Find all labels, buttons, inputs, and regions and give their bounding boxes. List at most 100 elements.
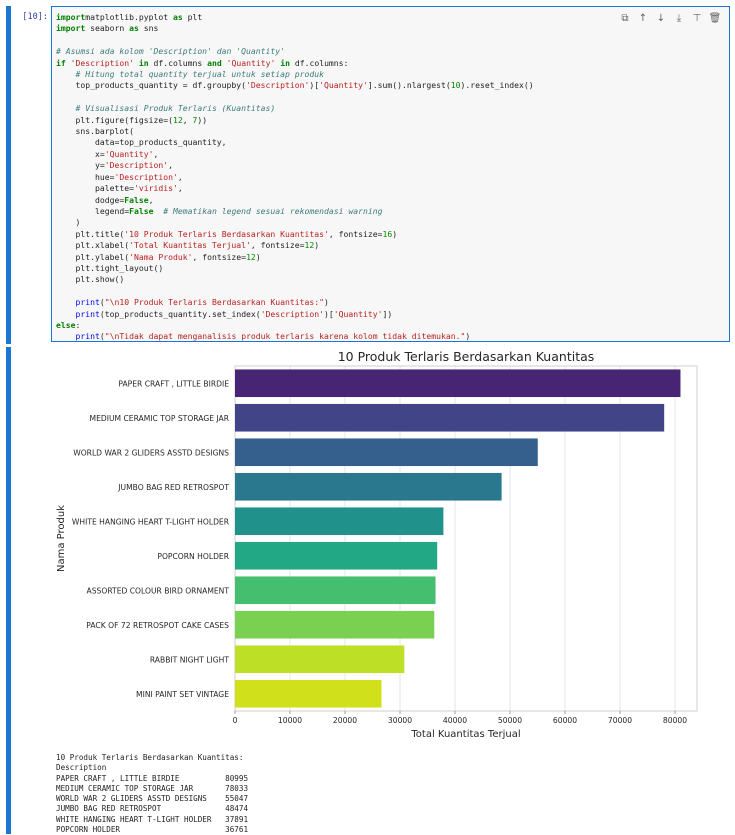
code-token: plt.figure(figsize=(	[56, 114, 173, 125]
code-token: print	[75, 308, 100, 319]
bar	[235, 610, 435, 639]
code-token: ,	[182, 114, 193, 125]
code-line: import seaborn as sns	[56, 23, 158, 33]
code-token: 12	[304, 240, 315, 251]
code-token: ,	[168, 160, 173, 171]
code-token: 'viridis'	[133, 183, 178, 194]
code-token: plt.tight_layout()	[56, 262, 164, 273]
code-line: top_products_quantity = df.groupby('Desc…	[56, 80, 533, 91]
code-line: hue='Description',	[56, 172, 183, 182]
y-tick-label: PACK OF 72 RETROSPOT CAKE CASES	[86, 621, 229, 630]
bar	[235, 403, 665, 432]
code-token	[153, 206, 163, 216]
code-token: 'Nama Produk'	[129, 251, 193, 262]
code-token: )[	[324, 308, 334, 319]
output-line: JUMBO BAG RED RETROSPOT 48474	[56, 804, 249, 814]
code-token: data=top_products_quantity,	[56, 137, 227, 148]
code-line: plt.tight_layout()	[56, 263, 163, 273]
code-token: 'Description'	[114, 171, 178, 182]
bar-chart: PAPER CRAFT , LITTLE BIRDIE MEDIUM CERAMI…	[56, 349, 698, 739]
code-token	[56, 331, 76, 341]
x-tick-label: 50000	[498, 716, 522, 725]
chart-title: 10 Produk Terlaris Berdasarkan Kuantitas	[338, 349, 595, 364]
code-line: plt.xlabel('Total Kuantitas Terjual', fo…	[56, 240, 319, 250]
code-token: and	[202, 57, 222, 68]
code-token: hue=	[56, 171, 115, 182]
code-token: 'Description'	[65, 57, 134, 68]
code-token: ,	[177, 171, 183, 182]
code-token: 'Quantity'	[333, 308, 383, 319]
code-cell[interactable]: importmatplotlib.pyplot as plt import se…	[51, 6, 730, 342]
code-line: palette='viridis',	[56, 183, 183, 193]
delete-icon[interactable]: 🗑	[708, 12, 722, 24]
output-line: WORLD WAR 2 GLIDERS ASSTD DESIGNS 55047	[56, 794, 249, 804]
code-token: x=	[56, 148, 105, 159]
bar	[235, 472, 502, 501]
output-selection-bar[interactable]	[6, 347, 11, 834]
y-tick-label: JUMBO BAG RED RETROSPOT	[117, 483, 229, 492]
format-icon[interactable]: ⊤	[692, 12, 702, 24]
insert-below-icon[interactable]: ⤓	[676, 12, 682, 24]
code-token: sns.barplot(	[56, 126, 134, 137]
cell-output: 10 Produk Terlaris Berdasarkan Kuantitas…	[56, 753, 248, 835]
code-token: False	[129, 205, 154, 216]
move-down-icon[interactable]: ↓	[656, 12, 666, 24]
code-token: seaborn	[85, 23, 125, 34]
code-token: import	[56, 23, 86, 34]
copy-icon[interactable]: ⧉	[621, 12, 629, 24]
y-tick-label: WORLD WAR 2 GLIDERS ASSTD DESIGNS	[73, 448, 229, 457]
code-token: df.columns:	[289, 57, 349, 68]
code-line: y='Description',	[56, 160, 173, 170]
bar	[235, 507, 444, 536]
output-line: 10 Produk Terlaris Berdasarkan Kuantitas…	[56, 753, 244, 762]
code-token: # Hitung total quantity terjual untuk se…	[75, 69, 325, 80]
code-token: (	[99, 297, 105, 308]
bar	[235, 679, 382, 708]
code-token: 'Quantity'	[221, 57, 276, 68]
code-token: (	[99, 331, 105, 342]
code-token: , fontsize=	[328, 228, 383, 239]
code-token: ))	[197, 114, 208, 125]
output-line: WHITE HANGING HEART T-LIGHT HOLDER 37891	[56, 814, 249, 824]
code-editor[interactable]: importmatplotlib.pyplot as plt import se…	[56, 12, 534, 343]
code-token: import	[56, 12, 86, 22]
code-token: top_products_quantity = df.groupby(	[56, 80, 247, 91]
code-token: plt.ylabel(	[56, 251, 130, 262]
code-token: print	[75, 297, 100, 308]
code-token: as	[168, 12, 183, 22]
code-token: "\nTidak dapat menganalisis produk terla…	[104, 331, 466, 342]
code-token: # Visualisasi Produk Terlaris (Kuantitas…	[75, 103, 276, 114]
code-token: , fontsize=	[250, 240, 305, 251]
code-token: palette=	[56, 183, 134, 194]
code-token: plt.show()	[56, 274, 125, 285]
bar	[235, 576, 436, 605]
cell-selection-bar[interactable]	[6, 6, 11, 344]
move-up-icon[interactable]: ↑	[638, 12, 648, 24]
bar	[235, 438, 538, 467]
code-line: # Hitung total quantity terjual untuk se…	[56, 69, 325, 80]
code-token: ,	[177, 183, 183, 194]
code-token: 'Quantity'	[319, 80, 368, 91]
x-tick-label: 0	[233, 716, 238, 725]
x-tick-label: 70000	[608, 716, 632, 725]
code-line: plt.show()	[56, 274, 124, 284]
code-token: 'Description'	[246, 80, 310, 91]
code-token: y=	[56, 160, 105, 171]
code-token: as	[124, 23, 139, 34]
code-token: )	[314, 240, 320, 251]
code-line: )	[56, 217, 80, 227]
code-token: )	[324, 297, 329, 308]
y-tick-label: MINI PAINT SET VINTAGE	[136, 690, 229, 699]
code-token: if	[56, 57, 66, 68]
code-token: # Mematikan legend sesuai rekomendasi wa…	[163, 205, 383, 216]
y-tick-label: WHITE HANGING HEART T-LIGHT HOLDER	[72, 517, 230, 526]
code-token: in	[133, 57, 149, 68]
code-token: df.columns	[148, 57, 203, 68]
code-token: 12	[246, 251, 256, 262]
bar	[235, 369, 681, 398]
code-line: print(top_products_quantity.set_index('D…	[56, 308, 393, 319]
code-token: ].sum().nlargest(	[367, 80, 451, 91]
y-tick-label: RABBIT NIGHT LIGHT	[150, 655, 230, 664]
x-axis-label: Total Kuantitas Terjual	[410, 729, 520, 739]
code-line: plt.title('10 Produk Terlaris Berdasarka…	[56, 229, 397, 239]
